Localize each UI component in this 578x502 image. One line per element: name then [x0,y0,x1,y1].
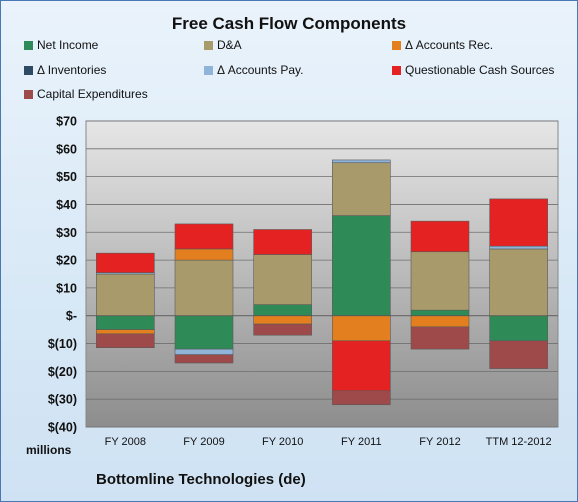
y-tick-label: $20 [56,254,77,268]
legend-item: Questionable Cash Sources [392,63,554,77]
legend-label: Δ Accounts Rec. [405,38,494,52]
legend-label: Net Income [37,38,99,52]
x-tick-label: FY 2010 [262,436,303,448]
legend-swatch [204,66,213,75]
y-tick-label: $60 [56,142,77,156]
bar-segment [96,329,155,335]
bar-segment [332,215,391,317]
y-tick-label: $(30) [48,393,77,407]
y-tick-label: $- [66,309,77,323]
bar-segment [96,273,155,317]
y-tick-label: $(10) [48,337,77,351]
chart-title: Free Cash Flow Components [171,14,407,33]
bar-segment [96,315,155,330]
bar-segment [410,309,470,317]
x-tick-label: TTM 12-2012 [486,436,552,448]
legend-swatch [392,66,401,75]
bar-segment [253,323,312,336]
bar-segment [253,315,312,325]
legend-item: Δ Inventories [24,63,106,77]
y-tick-label: $50 [56,170,77,184]
bar-segment [96,252,155,273]
bar-segment [96,333,155,349]
x-tick-label: FY 2008 [105,436,146,448]
bar-segment [489,340,548,369]
y-tick-label: $(40) [48,421,77,435]
bar-segment [253,304,312,317]
legend-label: Capital Expenditures [37,87,148,101]
y-tick-label: $10 [56,281,77,295]
y-tick-label: $30 [56,226,77,240]
legend-label: Δ Inventories [37,63,107,77]
bar-segment [410,315,470,328]
legend-item: Δ Accounts Rec. [392,38,493,52]
bar-segment [332,159,391,164]
units-label: millions [26,443,72,457]
bar-segment [174,354,234,364]
x-tick-label: FY 2011 [341,436,382,448]
x-tick-label: FY 2012 [419,436,460,448]
bar-segment [174,259,234,317]
bar-segment [410,251,470,311]
y-tick-label: $70 [56,115,77,129]
y-tick-label: $(20) [48,365,77,379]
legend-item: Δ Accounts Pay. [204,63,304,77]
bar-segment [253,229,312,255]
bar-segment [174,315,234,350]
legend-item: Net Income [24,38,98,52]
bar-segment [332,315,391,342]
bar-segment [410,326,470,350]
bar-segment [489,198,548,247]
legend-swatch [204,41,213,50]
bar-segment [489,245,548,250]
company-label: Bottomline Technologies (de) [96,471,306,488]
plot-background [85,120,559,428]
legend-item: D&A [204,38,242,52]
legend-label: D&A [217,38,242,52]
y-tick-label: $40 [56,198,77,212]
bar-segment [332,162,391,216]
legend-swatch [24,90,33,99]
bar-segment [253,254,312,305]
bar-segment [489,315,548,342]
legend-swatch [24,41,33,50]
bar-segment [174,223,234,250]
bar-segment [410,220,470,253]
bar-segment [332,340,391,392]
legend-item: Capital Expenditures [24,87,148,101]
legend-swatch [392,41,401,50]
legend-swatch [24,66,33,75]
bar-segment [174,348,234,355]
x-tick-label: FY 2009 [183,436,224,448]
bar-segment [489,248,548,317]
legend-label: Questionable Cash Sources [405,63,555,77]
legend-label: Δ Accounts Pay. [217,63,304,77]
bar-segment [174,248,234,261]
bar-segment [332,390,391,406]
